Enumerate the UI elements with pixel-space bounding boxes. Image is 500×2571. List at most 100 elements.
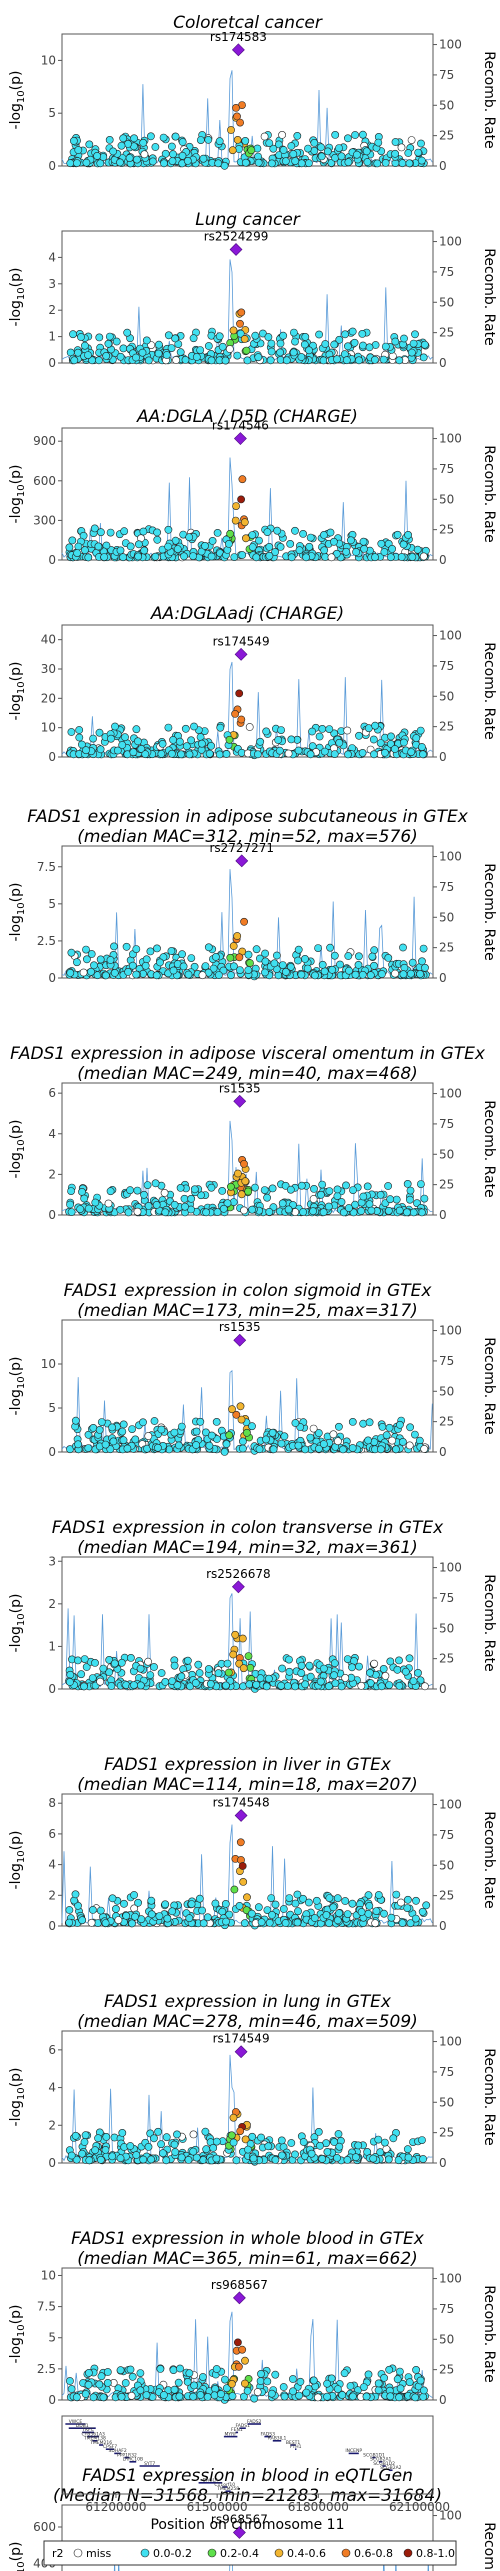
snp-point bbox=[314, 944, 322, 952]
snp-point bbox=[368, 952, 377, 961]
snp-point bbox=[243, 2386, 252, 2395]
snp-point bbox=[155, 1912, 164, 1920]
snp-point bbox=[406, 969, 415, 978]
snp-point bbox=[380, 2138, 389, 2147]
snp-point bbox=[318, 1180, 327, 1189]
snp-point bbox=[65, 1906, 74, 1914]
snp-point bbox=[110, 942, 118, 951]
legend-label: 0.6-0.8 bbox=[354, 2547, 393, 2560]
snp-point bbox=[132, 353, 140, 362]
snp-point bbox=[289, 150, 298, 158]
x-tick-label: 61800000 bbox=[288, 2500, 349, 2514]
snp-point bbox=[271, 1900, 280, 1909]
snp-point bbox=[167, 344, 176, 352]
snp-point bbox=[417, 139, 425, 148]
snp-point bbox=[244, 2145, 252, 2154]
snp-point bbox=[301, 1445, 309, 1454]
snp-point bbox=[269, 1445, 278, 1454]
y-tick-label: 2.5 bbox=[37, 934, 56, 948]
snp-point bbox=[341, 330, 349, 339]
lead-snp-marker bbox=[235, 854, 249, 868]
snp-point bbox=[180, 552, 188, 561]
snp-point bbox=[359, 2383, 368, 2391]
y2-tick-label: 0 bbox=[439, 971, 447, 985]
y2-tick-label: 75 bbox=[439, 462, 454, 476]
snp-point bbox=[234, 2362, 243, 2371]
snp-point bbox=[323, 2392, 331, 2401]
snp-point bbox=[369, 2154, 378, 2163]
snp-point bbox=[169, 2366, 178, 2374]
snp-point bbox=[260, 1186, 269, 1194]
snp-point bbox=[196, 346, 205, 354]
y2-tick-label: 100 bbox=[439, 2035, 462, 2049]
snp-point bbox=[94, 2134, 102, 2143]
lead-snp-label: rs174549 bbox=[213, 634, 270, 648]
y-tick-label: 5 bbox=[48, 897, 56, 911]
snp-point bbox=[84, 1204, 93, 1213]
snp-point bbox=[183, 156, 192, 165]
snp-point bbox=[377, 1682, 386, 1691]
snp-point bbox=[328, 965, 337, 974]
snp-point bbox=[398, 1919, 407, 1927]
snp-point bbox=[85, 140, 94, 149]
snp-point bbox=[420, 1445, 429, 1453]
snp-point bbox=[335, 144, 343, 152]
lead-snp-label: rs174549 bbox=[213, 2032, 270, 2046]
y-tick-label: 300 bbox=[33, 513, 56, 527]
y-tick-label: 10 bbox=[41, 1357, 56, 1371]
y-tick-label: 10 bbox=[41, 721, 56, 735]
y2-tick-label: 25 bbox=[439, 1415, 454, 1429]
lead-snp-marker bbox=[234, 2045, 248, 2059]
snp-point bbox=[156, 2364, 165, 2373]
snp-point bbox=[139, 527, 148, 536]
snp-point bbox=[215, 137, 224, 146]
snp-point bbox=[162, 351, 171, 359]
snp-point bbox=[393, 2375, 402, 2384]
snp-point bbox=[295, 2391, 303, 2400]
snp-point bbox=[324, 1202, 333, 1211]
snp-point bbox=[256, 2377, 265, 2385]
snp-point bbox=[355, 1662, 363, 1671]
snp-point bbox=[342, 356, 351, 365]
snp-point bbox=[335, 1909, 343, 1918]
snp-point bbox=[80, 1655, 89, 1663]
snp-point bbox=[243, 1893, 251, 1902]
snp-point bbox=[108, 1894, 117, 1903]
snp-point bbox=[253, 750, 262, 759]
snp-point bbox=[94, 542, 103, 551]
snp-point bbox=[365, 343, 374, 352]
snp-point bbox=[260, 132, 269, 141]
snp-point bbox=[190, 962, 199, 971]
y-tick-label: 5 bbox=[48, 2331, 56, 2345]
snp-point bbox=[241, 2356, 249, 2365]
snp-point bbox=[409, 1208, 418, 1217]
y2-tick-label: 0 bbox=[439, 1208, 447, 1222]
legend-swatch bbox=[73, 2548, 83, 2558]
snp-point bbox=[212, 1418, 221, 1426]
snp-point bbox=[416, 1180, 425, 1188]
snp-point bbox=[293, 1918, 302, 1927]
snp-point bbox=[119, 1420, 128, 1429]
y2-tick-label: 100 bbox=[439, 1324, 462, 1338]
snp-point bbox=[192, 1441, 200, 1449]
snp-point bbox=[291, 2150, 299, 2159]
gene-label: RAB3IL1 bbox=[268, 2436, 287, 2442]
snp-point bbox=[80, 1194, 89, 1203]
snp-point bbox=[231, 710, 239, 718]
snp-point bbox=[278, 130, 286, 139]
snp-point bbox=[108, 1423, 116, 1432]
snp-point bbox=[159, 133, 168, 142]
snp-point bbox=[227, 126, 235, 134]
snp-point bbox=[107, 1682, 116, 1690]
snp-point bbox=[237, 715, 246, 724]
snp-point bbox=[70, 356, 79, 365]
snp-point bbox=[279, 146, 288, 154]
snp-point bbox=[233, 1169, 242, 1178]
snp-point bbox=[276, 339, 285, 348]
snp-point bbox=[123, 328, 132, 337]
snp-point bbox=[136, 2369, 145, 2377]
snp-point bbox=[323, 2147, 332, 2156]
snp-point bbox=[106, 956, 115, 964]
snp-point bbox=[226, 529, 235, 538]
